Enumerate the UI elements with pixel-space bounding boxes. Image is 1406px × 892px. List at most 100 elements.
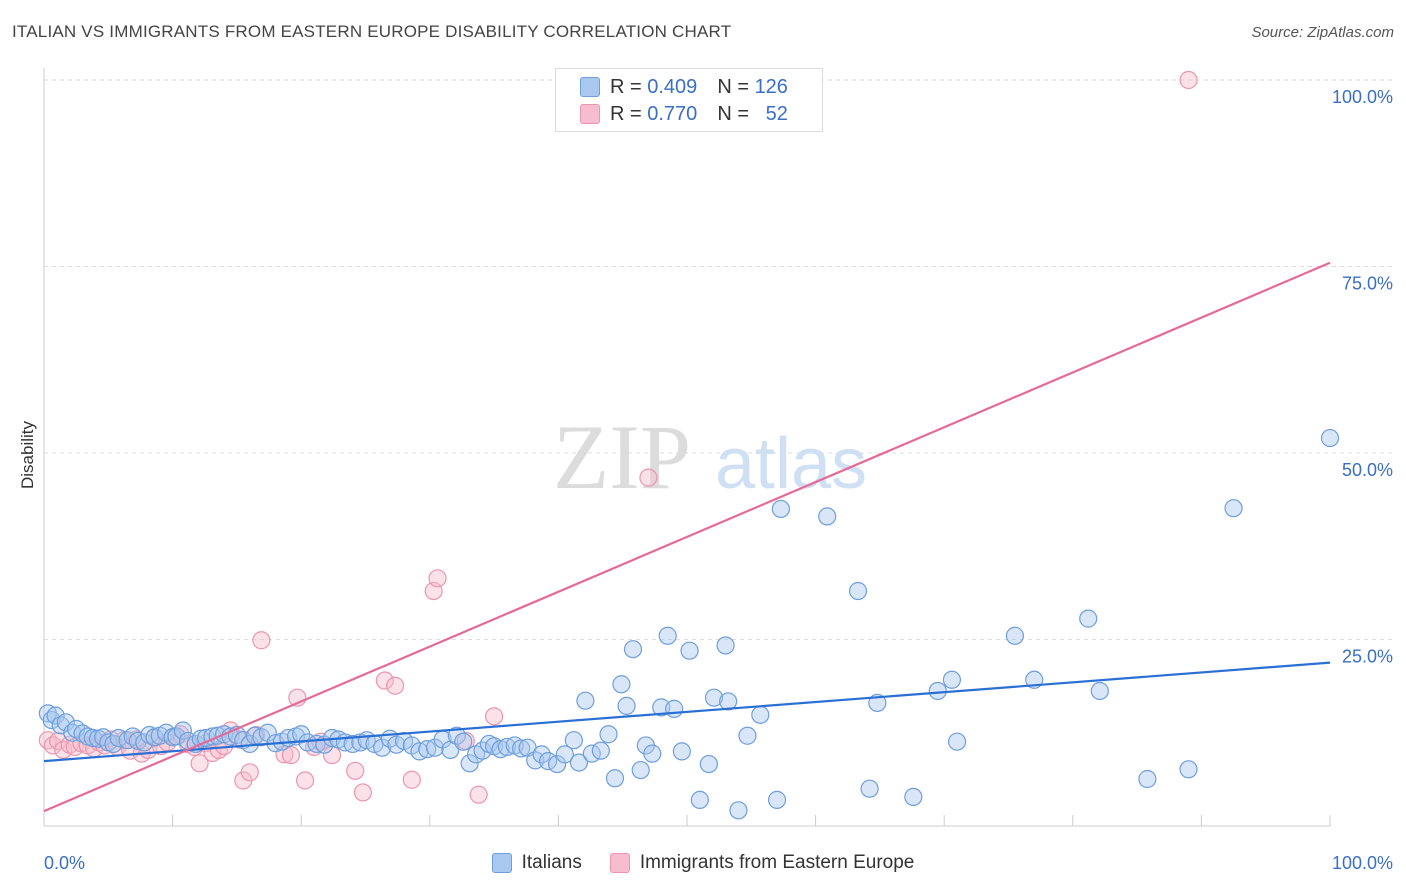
italians-point [1179, 760, 1198, 779]
italians-point [1079, 609, 1098, 628]
legend-swatch-blue [580, 77, 600, 97]
x-tick-label-max: 100.0% [1332, 853, 1393, 873]
italians-point [1320, 428, 1340, 448]
y-tick-label: 25.0% [1342, 647, 1393, 667]
legend-row-italians: R = 0.409 N = 126 [580, 75, 788, 99]
legend-swatch-pink [580, 104, 600, 124]
italians-point [947, 732, 967, 751]
watermark-zip: ZIP [553, 406, 691, 508]
legend-item-immigrants: Immigrants from Eastern Europe [609, 852, 915, 874]
correlation-legend: R = 0.409 N = 126 R = 0.770 N = 52 [555, 68, 823, 132]
italians-point [569, 753, 589, 772]
italians-point [716, 636, 735, 655]
legend-item-italians: Italians [491, 852, 582, 874]
legend-r-value: 0.409 [647, 75, 698, 98]
legend-r-label: R = [610, 102, 642, 125]
grid-lines [44, 79, 1392, 640]
y-axis-label: Disability [18, 420, 37, 490]
italians-point [564, 731, 583, 750]
italians-point [690, 790, 709, 809]
immigrants-point [295, 771, 315, 790]
y-tick-labels: 25.0% 50.0% 75.0% 100.0% [1332, 87, 1393, 667]
legend-label-immigrants: Immigrants from Eastern Europe [639, 852, 915, 873]
series-italians-points [38, 428, 1340, 820]
italians-point [94, 728, 113, 747]
watermark-atlas: atlas [715, 424, 867, 504]
italians-point [56, 713, 75, 732]
italians-point [343, 734, 362, 754]
legend-label-italians: Italians [521, 852, 582, 873]
immigrants-point [353, 783, 373, 802]
italians-point [771, 499, 790, 519]
italians-point [818, 507, 837, 526]
italians-point [928, 681, 947, 701]
trend-lines [43, 261, 1331, 813]
italians-point [942, 670, 962, 689]
immigrants-point [469, 785, 488, 804]
legend-row-immigrants: R = 0.770 N = 52 [580, 102, 788, 126]
x-tick-label-min: 0.0% [44, 853, 85, 873]
y-tick-label: 100.0% [1332, 87, 1393, 107]
italians-point [591, 741, 610, 760]
italians-point [658, 626, 677, 645]
italians-point [46, 706, 65, 725]
legend-n-value: 52 [765, 102, 788, 125]
italians-point [699, 754, 718, 774]
italians-point [555, 745, 574, 764]
italians-point [576, 691, 595, 710]
immigrants-point [375, 671, 394, 690]
y-tick-label: 50.0% [1342, 460, 1393, 480]
italians-point [612, 675, 631, 694]
italians-point [704, 688, 724, 707]
italians-point [599, 725, 618, 744]
legend-r-label: R = [610, 75, 642, 98]
chart-source: Source: ZipAtlas.com [1251, 24, 1394, 41]
italians-point [904, 787, 923, 807]
italians-point [617, 696, 636, 715]
italians-point [672, 742, 691, 761]
italians-point [680, 641, 699, 660]
italians-point [1224, 499, 1243, 518]
italians-point [173, 721, 192, 740]
immigrants-point [190, 754, 209, 773]
italians-point [848, 581, 868, 601]
chart-title: ITALIAN VS IMMIGRANTS FROM EASTERN EUROP… [12, 22, 732, 41]
immigrants-point [240, 763, 259, 782]
italians-point [473, 741, 492, 760]
italians-point [623, 640, 643, 659]
immigrants-point [402, 770, 421, 789]
immigrants-point [639, 468, 658, 487]
italians-point [665, 699, 684, 718]
italians-point [418, 740, 437, 759]
immigrants-point [49, 731, 68, 751]
italians-point [1138, 769, 1157, 789]
legend-n-value: 126 [754, 75, 788, 98]
italians-point [497, 737, 517, 757]
immigrants-point [252, 631, 271, 650]
legend-n-label: N = [717, 102, 749, 125]
y-tick-label: 75.0% [1342, 274, 1393, 294]
series-legend: Italians Immigrants from Eastern Europe [0, 852, 1406, 874]
italians-point [104, 734, 123, 754]
legend-n-label: N = [717, 75, 749, 98]
italians-point [512, 739, 531, 758]
immigrants-point [485, 707, 504, 726]
italians-point [454, 732, 473, 751]
immigrants-point [346, 761, 365, 780]
italians-point [719, 692, 738, 711]
italians-point [460, 754, 479, 773]
italians-point [729, 801, 748, 820]
legend-r-value: 0.770 [647, 102, 698, 125]
italians-point [751, 705, 770, 724]
italians-point [631, 760, 650, 780]
italians-point [643, 744, 662, 763]
italians-point [605, 769, 625, 788]
italians-point [1090, 681, 1109, 701]
italians-point [532, 745, 551, 764]
immigrants-point [1179, 70, 1198, 90]
italians-point [860, 779, 879, 798]
italians-point [738, 726, 757, 745]
italians-trend-line [43, 661, 1331, 763]
immigrants-point [38, 731, 57, 750]
